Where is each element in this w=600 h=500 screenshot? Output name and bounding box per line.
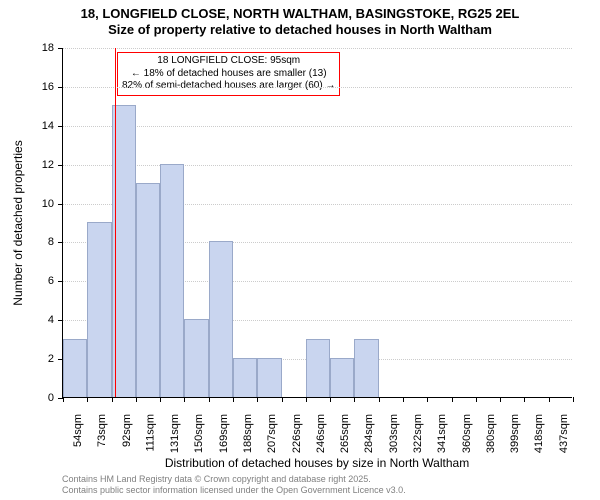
chart-container: 18, LONGFIELD CLOSE, NORTH WALTHAM, BASI…	[0, 0, 600, 500]
x-tick-label: 399sqm	[509, 414, 521, 453]
annotation-line-2: ← 18% of detached houses are smaller (13…	[131, 68, 327, 79]
plot-area: 18 LONGFIELD CLOSE: 95sqm ← 18% of detac…	[62, 48, 572, 398]
reference-line	[115, 48, 116, 397]
y-tick-label: 4	[48, 314, 54, 326]
x-tick-label: 360sqm	[461, 414, 473, 453]
x-tick-mark	[160, 397, 161, 402]
x-tick-label: 226sqm	[291, 414, 303, 453]
y-tick-label: 18	[42, 42, 54, 54]
x-tick-label: 54sqm	[72, 414, 84, 447]
x-tick-mark	[282, 397, 283, 402]
x-tick-label: 418sqm	[534, 414, 546, 453]
chart-title: 18, LONGFIELD CLOSE, NORTH WALTHAM, BASI…	[0, 6, 600, 39]
y-tick-label: 16	[42, 81, 54, 93]
x-tick-label: 380sqm	[485, 414, 497, 453]
x-tick-label: 246sqm	[315, 414, 327, 453]
histogram-bar	[209, 241, 233, 397]
grid-line	[63, 165, 572, 166]
x-tick-label: 341sqm	[436, 414, 448, 453]
x-tick-label: 169sqm	[218, 414, 230, 453]
x-tick-label: 303sqm	[388, 414, 400, 453]
histogram-bar	[87, 222, 111, 397]
y-tick-label: 2	[48, 353, 54, 365]
x-tick-mark	[379, 397, 380, 402]
x-tick-mark	[330, 397, 331, 402]
y-tick-label: 8	[48, 236, 54, 248]
x-tick-mark	[524, 397, 525, 402]
x-tick-mark	[403, 397, 404, 402]
x-tick-mark	[63, 397, 64, 402]
x-axis-label: Distribution of detached houses by size …	[62, 456, 572, 470]
histogram-bar	[184, 319, 208, 397]
histogram-bar	[63, 339, 87, 397]
x-tick-label: 73sqm	[96, 414, 108, 447]
histogram-bar	[330, 358, 354, 397]
histogram-bar	[306, 339, 330, 397]
grid-line	[63, 126, 572, 127]
x-tick-label: 111sqm	[145, 414, 157, 452]
y-tick-label: 0	[48, 392, 54, 404]
title-line-1: 18, LONGFIELD CLOSE, NORTH WALTHAM, BASI…	[81, 6, 520, 21]
title-line-2: Size of property relative to detached ho…	[108, 22, 492, 37]
y-tick-mark	[58, 204, 63, 205]
x-tick-mark	[549, 397, 550, 402]
annotation-line-3: 82% of semi-detached houses are larger (…	[122, 80, 335, 91]
x-tick-mark	[112, 397, 113, 402]
x-tick-mark	[354, 397, 355, 402]
annotation-box: 18 LONGFIELD CLOSE: 95sqm ← 18% of detac…	[117, 52, 340, 96]
histogram-bar	[354, 339, 378, 397]
grid-line	[63, 87, 572, 88]
x-tick-mark	[306, 397, 307, 402]
x-tick-mark	[209, 397, 210, 402]
x-tick-label: 131sqm	[169, 414, 181, 453]
footer-line-1: Contains HM Land Registry data © Crown c…	[62, 474, 371, 484]
y-tick-mark	[58, 165, 63, 166]
x-tick-label: 322sqm	[412, 414, 424, 453]
y-tick-mark	[58, 48, 63, 49]
footer-attribution: Contains HM Land Registry data © Crown c…	[62, 474, 406, 497]
y-tick-mark	[58, 320, 63, 321]
y-tick-label: 6	[48, 275, 54, 287]
x-tick-label: 265sqm	[339, 414, 351, 453]
y-tick-mark	[58, 281, 63, 282]
y-tick-mark	[58, 126, 63, 127]
grid-line	[63, 48, 572, 49]
y-tick-label: 14	[42, 120, 54, 132]
histogram-bar	[233, 358, 257, 397]
x-tick-mark	[87, 397, 88, 402]
x-tick-mark	[184, 397, 185, 402]
annotation-line-1: 18 LONGFIELD CLOSE: 95sqm	[157, 55, 300, 66]
x-tick-mark	[452, 397, 453, 402]
x-tick-label: 437sqm	[558, 414, 570, 453]
x-tick-mark	[500, 397, 501, 402]
x-tick-label: 188sqm	[242, 414, 254, 453]
y-tick-mark	[58, 242, 63, 243]
x-tick-mark	[233, 397, 234, 402]
y-tick-mark	[58, 87, 63, 88]
footer-line-2: Contains public sector information licen…	[62, 485, 406, 495]
y-axis-label: Number of detached properties	[11, 48, 25, 398]
x-tick-label: 207sqm	[266, 414, 278, 453]
histogram-bar	[136, 183, 160, 397]
x-tick-mark	[476, 397, 477, 402]
x-tick-mark	[257, 397, 258, 402]
x-tick-label: 284sqm	[364, 414, 376, 453]
histogram-bar	[257, 358, 281, 397]
y-tick-label: 12	[42, 159, 54, 171]
x-tick-mark	[573, 397, 574, 402]
x-tick-mark	[136, 397, 137, 402]
x-tick-mark	[427, 397, 428, 402]
histogram-bar	[160, 164, 184, 397]
x-tick-label: 150sqm	[194, 414, 206, 453]
y-tick-label: 10	[42, 198, 54, 210]
x-tick-label: 92sqm	[121, 414, 133, 447]
